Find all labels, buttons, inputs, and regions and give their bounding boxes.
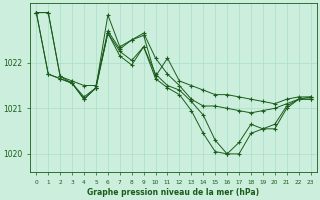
X-axis label: Graphe pression niveau de la mer (hPa): Graphe pression niveau de la mer (hPa) [87, 188, 260, 197]
